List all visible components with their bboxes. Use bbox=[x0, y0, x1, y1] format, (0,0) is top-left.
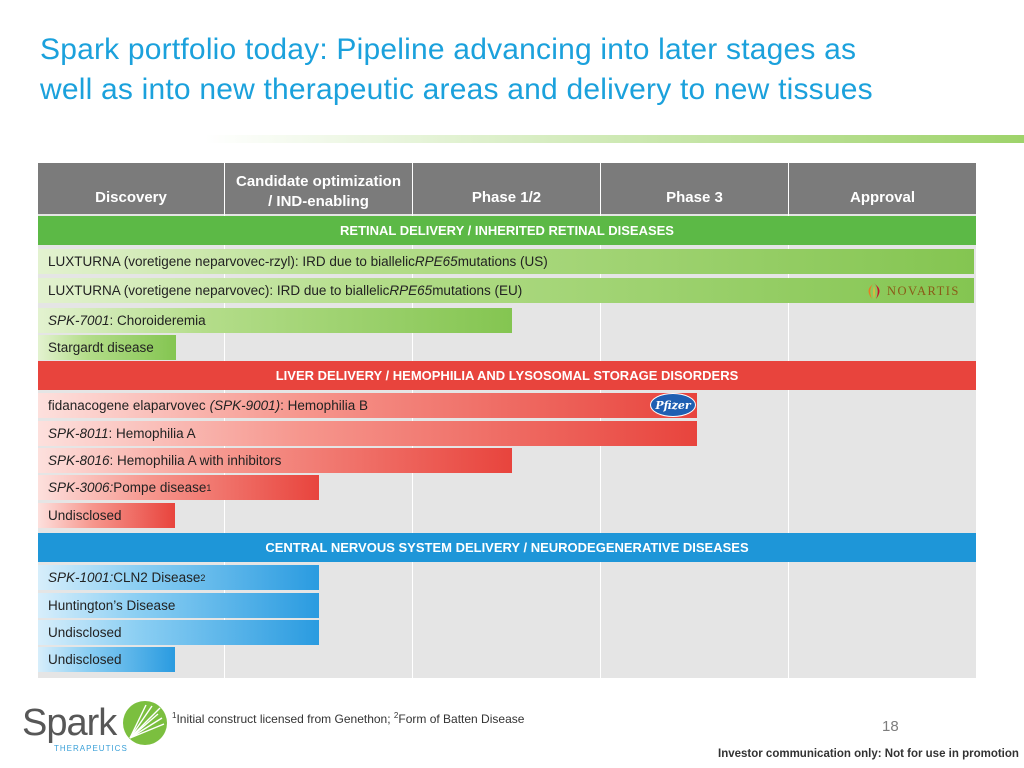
program-text: Undisclosed bbox=[48, 652, 122, 667]
program-code: (SPK-9001) bbox=[209, 398, 281, 413]
program-text: Undisclosed bbox=[48, 508, 122, 523]
program-cns-undisclosed-2: Undisclosed bbox=[38, 647, 175, 672]
section-cns: CENTRAL NERVOUS SYSTEM DELIVERY / NEUROD… bbox=[38, 533, 976, 562]
header-phase12-label: Phase 1/2 bbox=[471, 189, 542, 206]
program-text: CLN2 Disease bbox=[113, 570, 201, 585]
spark-tagline: THERAPEUTICS bbox=[54, 744, 128, 753]
program-text: Huntington’s Disease bbox=[48, 598, 176, 613]
page-number: 18 bbox=[882, 718, 899, 735]
footnote-text: Initial construct licensed from Genethon… bbox=[176, 712, 394, 726]
program-code: SPK-3006: bbox=[48, 480, 114, 495]
spark-leaf-icon bbox=[123, 701, 167, 745]
program-luxturna-us: LUXTURNA (voretigene neparvovec-rzyl): I… bbox=[38, 249, 974, 274]
program-text: Undisclosed bbox=[48, 625, 122, 640]
novartis-flame-icon bbox=[868, 283, 880, 299]
program-cns-undisclosed-1: Undisclosed bbox=[38, 620, 319, 645]
header-phase12: Phase 1/2 bbox=[413, 163, 600, 214]
program-code: SPK-1001: bbox=[48, 570, 114, 585]
footnote-marker: 1 bbox=[206, 482, 212, 493]
program-liver-undisclosed: Undisclosed bbox=[38, 503, 175, 528]
spark-wordmark: Spark bbox=[22, 702, 117, 744]
program-text: : Choroideremia bbox=[109, 313, 206, 328]
page-title: Spark portfolio today: Pipeline advancin… bbox=[40, 30, 1000, 110]
column-divider bbox=[224, 163, 225, 678]
program-fidanacogene: fidanacogene elaparvovec (SPK-9001) : He… bbox=[38, 393, 697, 418]
pfizer-logo: Pfizer bbox=[650, 393, 696, 417]
program-spk-8016: SPK-8016 : Hemophilia A with inhibitors bbox=[38, 448, 512, 473]
column-divider bbox=[788, 163, 789, 678]
title-divider bbox=[0, 135, 1024, 143]
program-stargardt: Stargardt disease bbox=[38, 335, 176, 360]
header-candidate-optimization: Candidate optimization / IND-enabling bbox=[225, 163, 412, 214]
title-line-1: Spark portfolio today: Pipeline advancin… bbox=[40, 33, 857, 66]
footnote: 1Initial construct licensed from Genetho… bbox=[172, 711, 524, 726]
header-discovery: Discovery bbox=[38, 163, 224, 214]
section-liver-label: LIVER DELIVERY / HEMOPHILIA AND LYSOSOMA… bbox=[275, 368, 739, 383]
header-phase3: Phase 3 bbox=[601, 163, 788, 214]
spark-logo: Spark THERAPEUTICS bbox=[22, 700, 172, 756]
program-spk-3006: SPK-3006: Pompe disease 1 bbox=[38, 475, 319, 500]
program-spk-7001: SPK-7001 : Choroideremia bbox=[38, 308, 512, 333]
header-candidate-line2: / IND-enabling bbox=[268, 193, 369, 210]
program-huntingtons: Huntington’s Disease bbox=[38, 593, 319, 618]
program-text: LUXTURNA (voretigene neparvovec-rzyl): I… bbox=[48, 254, 415, 269]
footnote-marker: 1 bbox=[172, 711, 177, 720]
gene-name: RPE65 bbox=[389, 283, 433, 298]
program-text: : Hemophilia B bbox=[280, 398, 368, 413]
title-line-2: well as into new therapeutic areas and d… bbox=[40, 73, 873, 106]
program-text: : Hemophilia A bbox=[108, 426, 196, 441]
program-code: SPK-8016 bbox=[48, 453, 110, 468]
footnote-marker: 2 bbox=[393, 711, 399, 720]
program-text: Stargardt disease bbox=[48, 340, 154, 355]
program-text: LUXTURNA (voretigene neparvovec): IRD du… bbox=[48, 283, 390, 298]
program-code: SPK-8011 bbox=[48, 426, 109, 441]
header-discovery-label: Discovery bbox=[95, 189, 167, 206]
program-code: SPK-7001 bbox=[48, 313, 110, 328]
section-retinal-label: RETINAL DELIVERY / INHERITED RETINAL DIS… bbox=[340, 223, 674, 238]
column-divider bbox=[600, 163, 601, 678]
gene-name: RPE65 bbox=[414, 254, 458, 269]
section-cns-label: CENTRAL NERVOUS SYSTEM DELIVERY / NEUROD… bbox=[265, 540, 749, 555]
column-divider bbox=[412, 163, 413, 678]
novartis-wordmark: NOVARTIS bbox=[887, 283, 960, 298]
header-phase3-label: Phase 3 bbox=[666, 189, 723, 206]
program-text: Pompe disease bbox=[113, 480, 207, 495]
footnote-text: Form of Batten Disease bbox=[398, 712, 525, 726]
pfizer-wordmark: Pfizer bbox=[655, 398, 691, 412]
program-text: : Hemophilia A with inhibitors bbox=[109, 453, 282, 468]
section-liver: LIVER DELIVERY / HEMOPHILIA AND LYSOSOMA… bbox=[38, 361, 976, 390]
header-approval: Approval bbox=[789, 163, 976, 214]
disclaimer: Investor communication only: Not for use… bbox=[718, 748, 1019, 760]
program-spk-1001: SPK-1001: CLN2 Disease 2 bbox=[38, 565, 319, 590]
program-text: mutations (US) bbox=[457, 254, 548, 269]
footnote-marker: 2 bbox=[200, 572, 206, 583]
program-text: mutations (EU) bbox=[432, 283, 523, 298]
header-approval-label: Approval bbox=[849, 189, 915, 206]
pipeline-table: Discovery Candidate optimization / IND-e… bbox=[38, 163, 976, 678]
header-candidate-line1: Candidate optimization bbox=[236, 173, 401, 190]
program-luxturna-eu: LUXTURNA (voretigene neparvovec): IRD du… bbox=[38, 278, 974, 303]
section-retinal: RETINAL DELIVERY / INHERITED RETINAL DIS… bbox=[38, 216, 976, 245]
program-text: fidanacogene elaparvovec bbox=[48, 398, 206, 413]
novartis-logo: NOVARTIS bbox=[864, 280, 960, 302]
program-spk-8011: SPK-8011 : Hemophilia A bbox=[38, 421, 697, 446]
